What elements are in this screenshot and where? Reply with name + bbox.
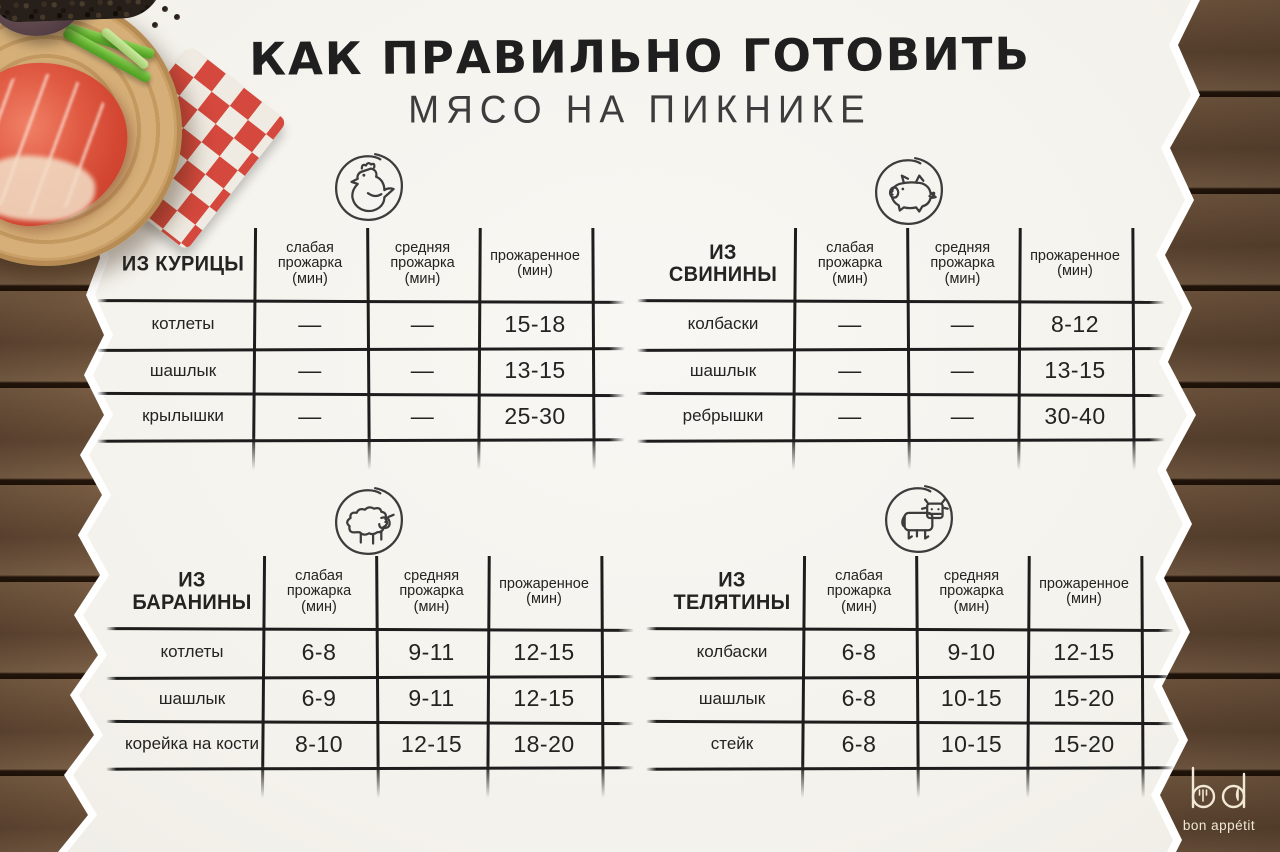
cell-value: — — [298, 357, 322, 384]
column-header: средняя прожарка (мин) — [939, 568, 1004, 615]
column-header: слабая прожарка (мин) — [277, 240, 343, 287]
chicken-icon — [328, 146, 410, 228]
cell-value: 6-8 — [841, 638, 877, 665]
column-header: прожаренное (мин) — [490, 247, 580, 279]
cell-value: — — [298, 310, 322, 337]
row-label: колбаски — [687, 314, 759, 334]
ba-monogram — [1191, 766, 1246, 809]
sheep-icon — [328, 480, 410, 562]
cell-value: 6-9 — [301, 685, 337, 712]
cell-value: 15-20 — [1053, 685, 1115, 712]
cell-value: 10-15 — [940, 730, 1003, 757]
table-veal: ИЗ ТЕЛЯТИНЫ слабая прожарка (мин) средня… — [645, 555, 1175, 799]
cell-value: 8-10 — [294, 730, 344, 757]
cell-value: — — [410, 402, 435, 429]
cell-value: 12-15 — [513, 685, 575, 712]
column-header: средняя прожарка (мин) — [390, 240, 455, 287]
header: КАК ПРАВИЛЬНО ГОТОВИТЬ МЯСО НА ПИКНИКЕ — [0, 0, 1280, 131]
cell-value: 12-15 — [1053, 638, 1115, 665]
cell-value: 6-8 — [841, 730, 877, 757]
cell-value: 18-20 — [513, 730, 575, 757]
pig-icon — [868, 150, 950, 232]
cow-icon — [878, 478, 960, 560]
bon-appetit-logo: bon appétit — [1158, 764, 1280, 833]
row-label: шашлык — [149, 360, 217, 380]
column-header: слабая прожарка (мин) — [286, 568, 352, 615]
cell-value: — — [838, 357, 862, 384]
row-label: шашлык — [158, 688, 226, 708]
logo-text: bon appétit — [1182, 818, 1256, 833]
row-label: корейка на кости — [125, 734, 259, 754]
cell-value: — — [950, 402, 975, 429]
row-label: ребрышки — [682, 406, 764, 426]
column-header: прожаренное (мин) — [499, 575, 589, 607]
cell-value: 15-20 — [1053, 730, 1115, 757]
column-header: средняя прожарка (мин) — [930, 240, 995, 287]
cell-value: — — [838, 310, 862, 337]
cell-value: — — [410, 310, 435, 337]
cell-value: — — [298, 402, 322, 429]
table-title: ИЗ СВИНИНЫ — [668, 240, 778, 287]
cell-value: 13-15 — [504, 357, 566, 384]
column-header: слабая прожарка (мин) — [826, 568, 892, 615]
cell-value: 25-30 — [504, 402, 566, 429]
cell-value: — — [950, 357, 975, 384]
column-header: прожаренное (мин) — [1030, 247, 1120, 279]
poster-subtitle: МЯСО НА ПИКНИКЕ — [408, 87, 872, 132]
column-header: слабая прожарка (мин) — [817, 240, 883, 287]
poster-title: КАК ПРАВИЛЬНО ГОТОВИТЬ — [249, 27, 1031, 86]
cell-value: 13-15 — [1044, 357, 1106, 384]
cell-value: 30-40 — [1044, 402, 1106, 429]
cell-value: 6-8 — [301, 638, 337, 665]
cell-value: 6-8 — [841, 685, 877, 712]
cell-value: 8-12 — [1050, 310, 1100, 337]
row-label: котлеты — [160, 642, 224, 662]
row-label: шашлык — [689, 360, 757, 380]
cell-value: 9-11 — [408, 685, 455, 712]
row-label: котлеты — [151, 314, 215, 334]
cell-value: 10-15 — [940, 685, 1003, 712]
row-label: шашлык — [698, 688, 766, 708]
table-chicken: ИЗ КУРИЦЫ слабая прожарка (мин) средняя … — [96, 227, 626, 471]
table-lamb: ИЗ БАРАНИНЫ слабая прожарка (мин) средня… — [105, 555, 635, 799]
table-title: ИЗ ТЕЛЯТИНЫ — [673, 568, 791, 615]
cell-value: — — [838, 402, 862, 429]
row-label: колбаски — [696, 642, 768, 662]
column-header: прожаренное (мин) — [1039, 575, 1129, 607]
cell-value: — — [950, 310, 975, 337]
cell-value: 12-15 — [400, 730, 463, 757]
cell-value: — — [410, 357, 435, 384]
row-label: крылышки — [142, 406, 224, 426]
cell-value: 15-18 — [504, 310, 566, 337]
cell-value: 12-15 — [513, 638, 575, 665]
cell-value: 9-11 — [408, 638, 455, 665]
table-pork: ИЗ СВИНИНЫ слабая прожарка (мин) средняя… — [636, 227, 1166, 471]
table-title: ИЗ КУРИЦЫ — [121, 251, 245, 276]
column-header: средняя прожарка (мин) — [399, 568, 464, 615]
cell-value: 9-10 — [947, 638, 996, 665]
table-title: ИЗ БАРАНИНЫ — [132, 568, 252, 615]
row-label: стейк — [710, 734, 754, 754]
